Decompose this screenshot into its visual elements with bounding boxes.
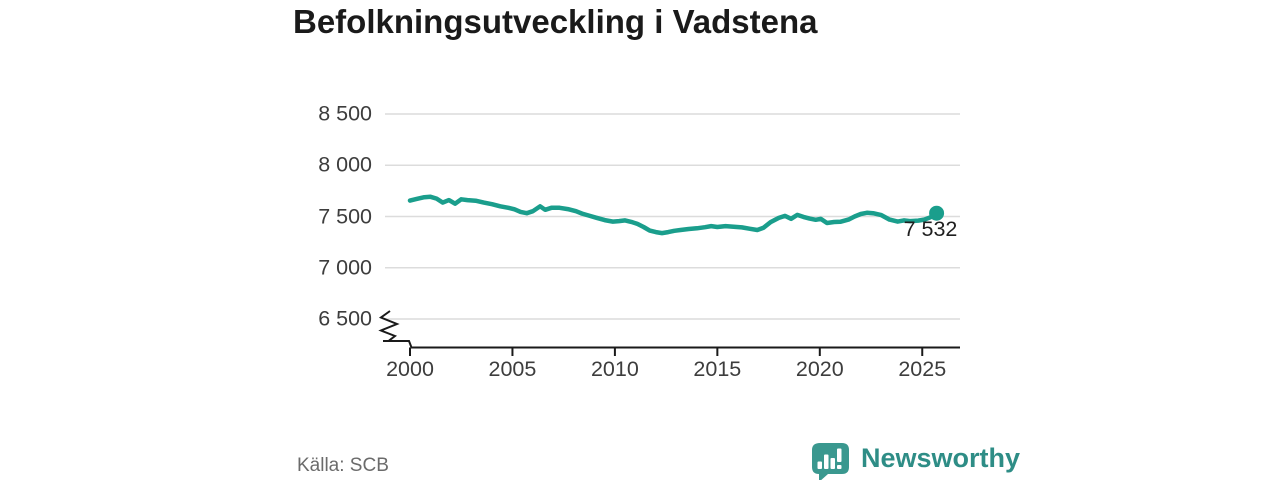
latest-value-dot — [929, 205, 945, 221]
newsworthy-logo: Newsworthy — [811, 441, 1020, 480]
gridlines — [385, 113, 960, 320]
x-axis-label: 2005 — [488, 357, 537, 381]
y-axis-label: 6 500 — [318, 306, 372, 331]
y-axis-label: 8 500 — [318, 101, 372, 126]
newsworthy-logo-icon — [812, 443, 849, 480]
y-axis-label: 7 000 — [318, 255, 372, 280]
x-axis-label: 2000 — [386, 357, 434, 381]
x-axis-ticks — [409, 347, 924, 356]
x-axis-label: 2015 — [693, 357, 742, 381]
x-axis-line — [383, 340, 960, 349]
x-axis-label: 2025 — [898, 357, 947, 381]
newsworthy-logo-text: Newsworthy — [861, 443, 1021, 473]
y-axis-break-icon — [378, 310, 400, 342]
source-label: Källa: SCB — [297, 455, 389, 476]
x-axis-label: 2010 — [590, 357, 639, 381]
x-axis-label: 2020 — [795, 357, 844, 381]
latest-value-label: 7 532 — [903, 217, 958, 242]
y-axis-label: 7 500 — [318, 204, 372, 228]
population-line-series — [407, 194, 939, 236]
y-axis-label: 8 000 — [318, 152, 372, 177]
chart-title: Befolkningsutveckling i Vadstena — [293, 3, 818, 40]
